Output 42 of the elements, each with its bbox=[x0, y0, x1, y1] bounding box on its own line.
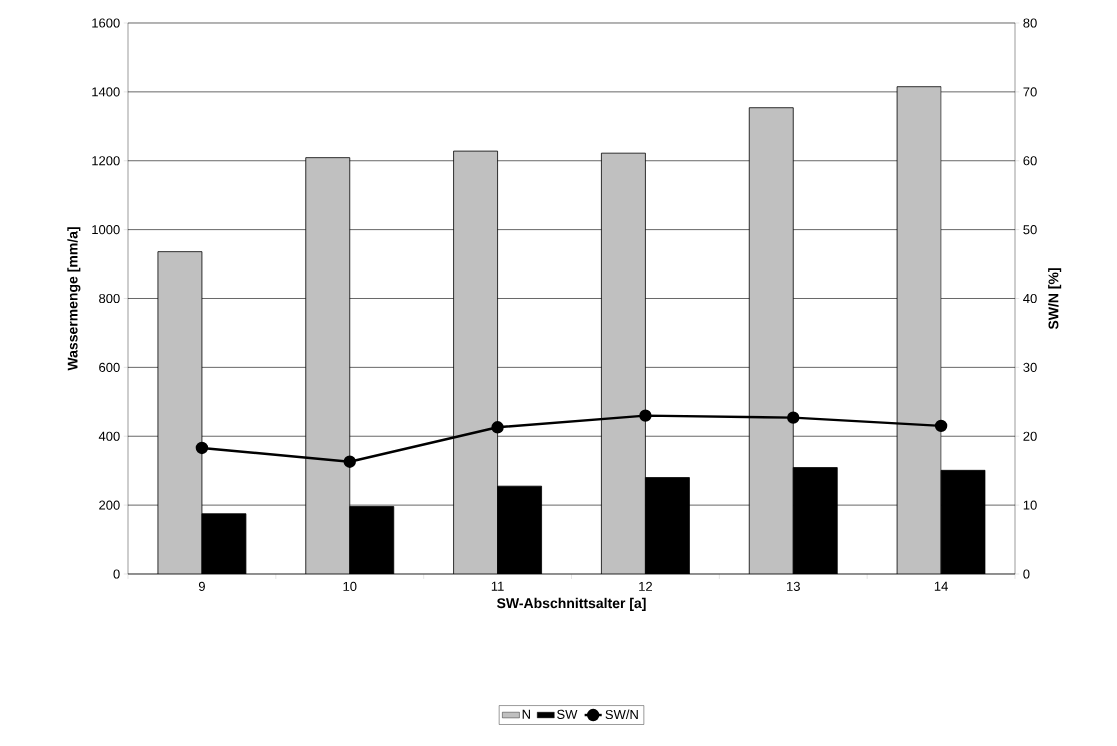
y2-tick-label: 60 bbox=[1023, 156, 1037, 166]
point bbox=[787, 411, 800, 424]
y2-tick-label: 20 bbox=[1023, 431, 1037, 441]
y2-tick-label: 70 bbox=[1023, 87, 1037, 97]
x-tick-label: 12 bbox=[639, 581, 652, 591]
y-tick-label: 400 bbox=[98, 431, 120, 441]
point bbox=[934, 419, 948, 433]
x-tick-label: 13 bbox=[787, 581, 800, 591]
y-tick-label: 800 bbox=[99, 293, 120, 304]
point bbox=[343, 455, 356, 468]
y2-tick-label: 40 bbox=[1023, 293, 1037, 304]
x-axis-title: SW-Abschnittsalter [a] bbox=[496, 597, 646, 611]
y2-tick-label: 30 bbox=[1023, 362, 1037, 372]
legend-label: SW bbox=[557, 709, 578, 719]
point bbox=[491, 421, 504, 434]
x-tick-label: 11 bbox=[491, 581, 504, 591]
y-tick-label: 600 bbox=[99, 362, 120, 372]
y2-tick-label: 50 bbox=[1023, 225, 1037, 235]
x-tick-label: 9 bbox=[198, 581, 205, 591]
point bbox=[639, 409, 652, 422]
legend-label: SW/N bbox=[605, 709, 638, 720]
bar bbox=[748, 107, 794, 574]
y2-tick-label: 10 bbox=[1023, 500, 1037, 510]
x-tick-label: 10 bbox=[343, 581, 357, 591]
bar bbox=[453, 150, 498, 574]
legend-label: N bbox=[522, 709, 530, 719]
bar bbox=[601, 152, 646, 574]
y-tick-label: 200 bbox=[99, 500, 120, 510]
x-tick-label: 14 bbox=[934, 581, 948, 591]
y2-axis-title: SW/N [%] bbox=[1048, 268, 1062, 330]
y-tick-label: 1000 bbox=[92, 225, 120, 235]
point bbox=[195, 441, 209, 455]
y2-tick-label: 80 bbox=[1023, 18, 1037, 28]
y-tick-label: 0 bbox=[113, 569, 120, 579]
y-tick-label: 1400 bbox=[92, 87, 120, 97]
bar bbox=[157, 251, 203, 574]
bar bbox=[896, 86, 942, 574]
y-axis-title: Wassermenge [mm/a] bbox=[67, 227, 81, 371]
bar bbox=[305, 157, 351, 574]
y2-tick-label: 0 bbox=[1023, 569, 1030, 579]
y-tick-label: 1200 bbox=[92, 156, 120, 166]
y-tick-label: 1600 bbox=[92, 18, 120, 28]
